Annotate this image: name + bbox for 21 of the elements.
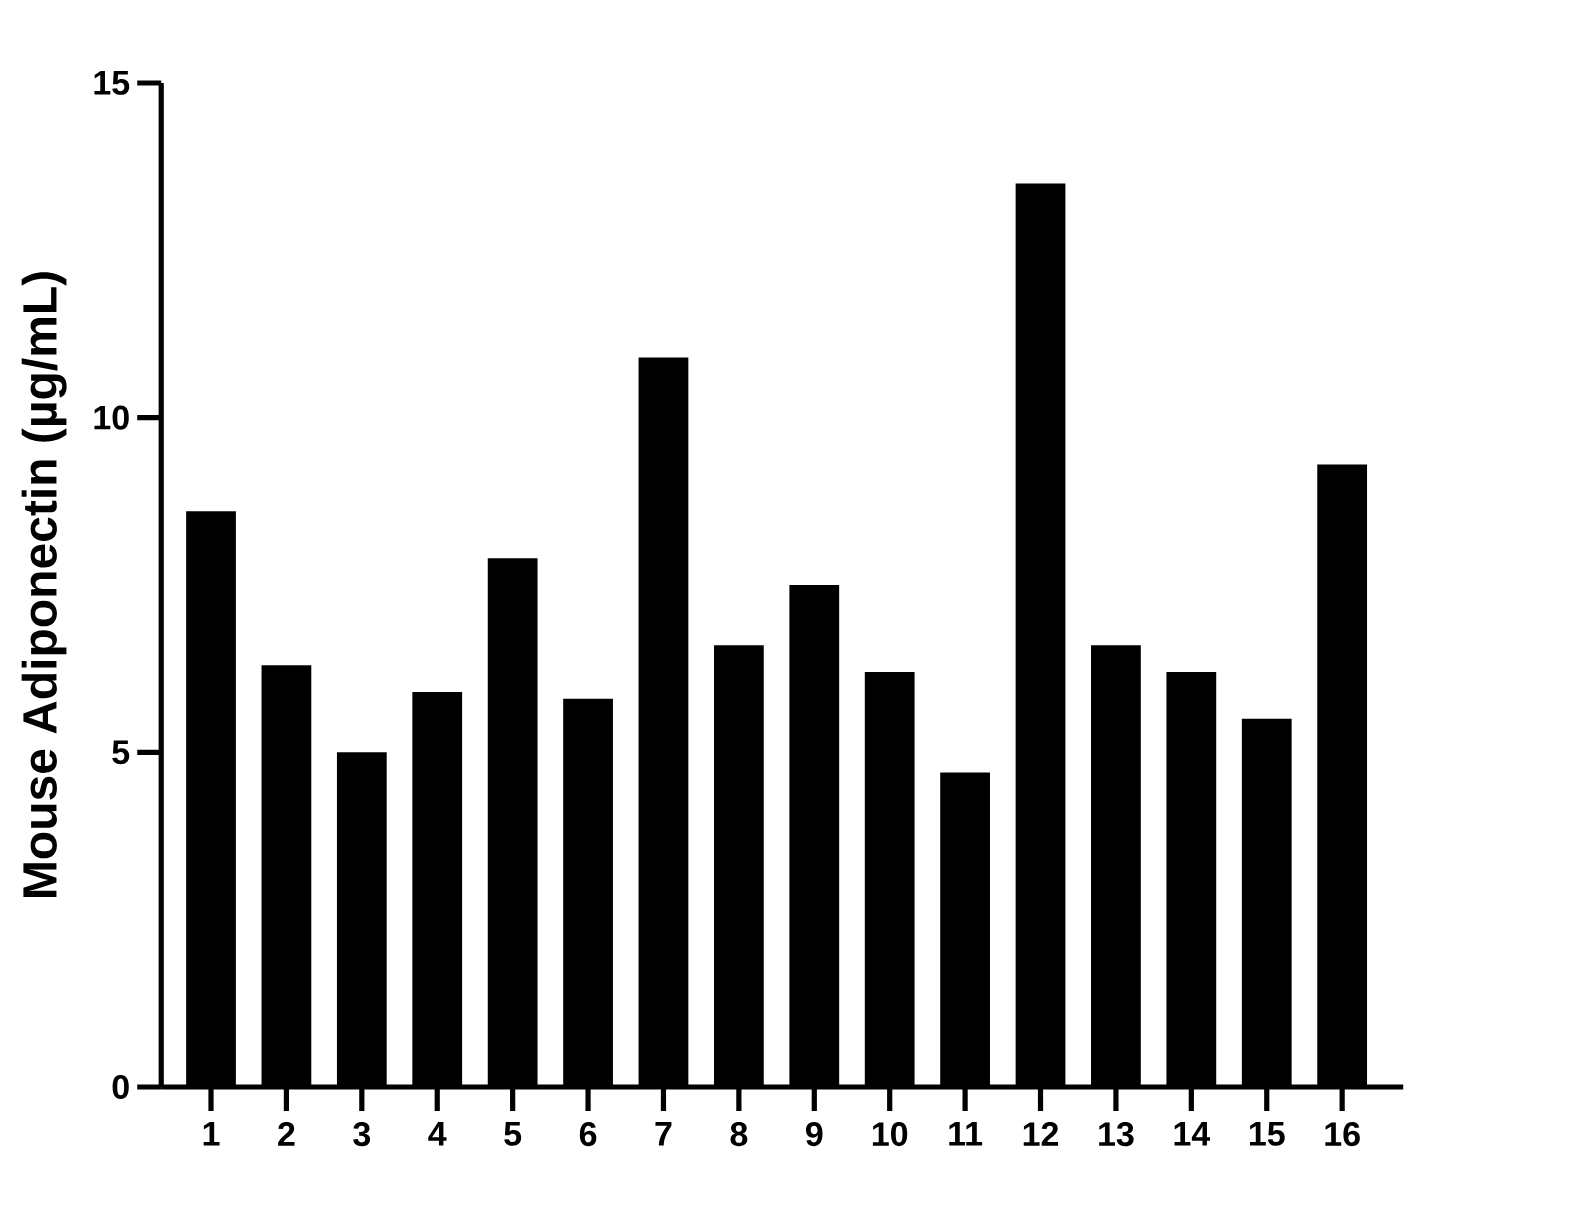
x-tick-label: 9 xyxy=(806,1122,823,1147)
x-tick-label: 14 xyxy=(1174,1122,1211,1146)
y-axis-title: Mouse Adiponectin (µg/mL) xyxy=(21,272,67,897)
y-tick-label: 0 xyxy=(112,1074,129,1100)
x-tick-label: 1 xyxy=(203,1122,220,1146)
y-tick-label: 5 xyxy=(112,740,130,765)
y-tick-label: 15 xyxy=(94,71,130,95)
x-tick-label: 11 xyxy=(949,1122,983,1146)
x-tick-label: 6 xyxy=(579,1122,597,1147)
x-tick-label: 2 xyxy=(278,1122,295,1146)
x-tick-label: 16 xyxy=(1325,1122,1360,1147)
x-tick-label: 8 xyxy=(730,1122,748,1147)
x-tick-label: 13 xyxy=(1099,1122,1134,1147)
x-tick-label: 5 xyxy=(504,1122,522,1146)
x-tick-label: 3 xyxy=(353,1122,371,1147)
x-tick-label: 4 xyxy=(428,1122,447,1146)
x-tick-label: 12 xyxy=(1023,1122,1059,1146)
x-tick-label: 15 xyxy=(1249,1122,1285,1146)
x-tick-label: 7 xyxy=(655,1122,672,1146)
x-tick-label: 10 xyxy=(872,1122,908,1147)
y-tick-label: 10 xyxy=(94,405,129,430)
